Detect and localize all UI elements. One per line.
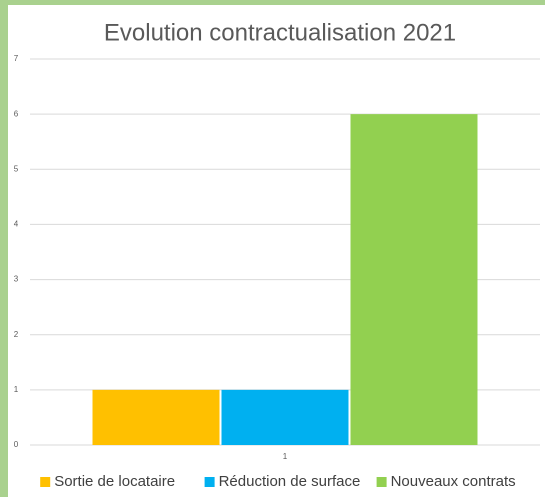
legend-swatch xyxy=(376,477,387,487)
legend-swatch xyxy=(204,477,215,487)
legend-label: Réduction de surface xyxy=(219,473,361,490)
y-tick-label: 1 xyxy=(14,385,19,394)
y-tick-label: 3 xyxy=(14,275,19,284)
y-tick-label: 0 xyxy=(14,440,19,449)
y-tick-label: 6 xyxy=(14,109,19,118)
chart-title: Evolution contractualisation 2021 xyxy=(104,19,456,46)
y-tick-label: 2 xyxy=(14,330,19,339)
legend-label: Nouveaux contrats xyxy=(391,473,516,490)
y-tick-label: 5 xyxy=(14,164,19,173)
x-tick-label: 1 xyxy=(283,452,288,461)
y-tick-label: 4 xyxy=(14,220,19,229)
bar xyxy=(221,389,349,445)
legend-label: Sortie de locataire xyxy=(54,473,175,490)
y-tick-label: 7 xyxy=(14,54,19,63)
legend-swatch xyxy=(40,477,51,487)
bar xyxy=(92,389,220,445)
bar xyxy=(350,114,478,446)
